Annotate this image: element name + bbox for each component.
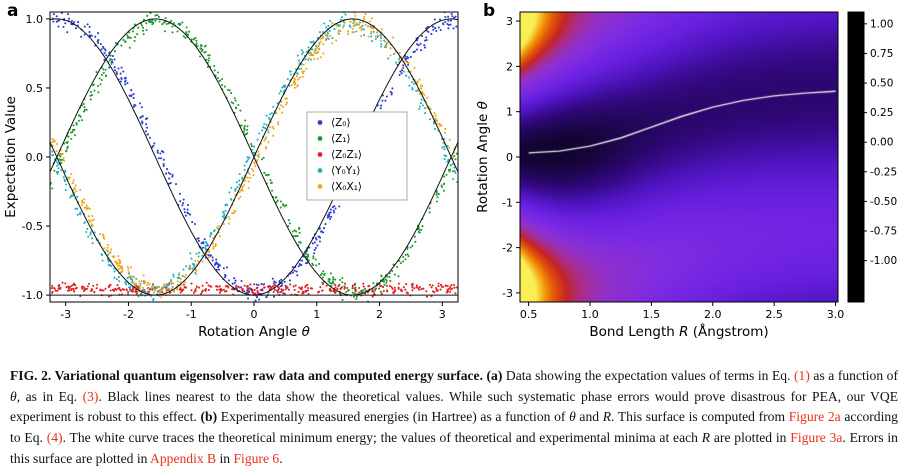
colorbar-tick-label: -0.75 — [870, 225, 897, 237]
legend-label-4: ⟨X₀X₁⟩ — [331, 181, 362, 193]
caption-text: in — [216, 450, 234, 466]
caption-text: Experimentally measured energies (in Har… — [217, 409, 570, 425]
caption-text: . The white curve traces the theoretical… — [62, 429, 702, 445]
panel-a-xtick-label: 2 — [376, 308, 383, 321]
panel-a-legend: ⟨Z₀⟩ ⟨Z₁⟩ ⟨Z₀Z₁⟩ ⟨Y₀Y₁⟩ ⟨X₀X₁⟩ — [306, 111, 408, 201]
panel-b-yaxis-title: Rotation Angle θ — [475, 101, 491, 213]
caption-text: . This surface is computed from — [611, 409, 789, 425]
link-eq-4[interactable]: (4) — [46, 429, 63, 445]
panel-b-ytick-label: 1 — [506, 106, 513, 119]
panel-a-xtick-label: -2 — [123, 308, 134, 321]
legend-label-1: ⟨Z₁⟩ — [331, 133, 351, 145]
colorbar-tick-label: 0.50 — [870, 78, 893, 90]
legend-label-0: ⟨Z₀⟩ — [331, 117, 351, 129]
link-eq-1[interactable]: (1) — [794, 368, 810, 383]
panel-b-frame — [519, 11, 839, 303]
panel-a-xaxis-title: Rotation Angle θ — [198, 324, 310, 340]
plots-svg: -3 -2 -1 0 1 2 3 -1.0 -0.5 0.0 0.5 1.0 Rotation Angl… — [3, 11, 897, 340]
link-appendix-b[interactable]: Appendix B — [150, 450, 217, 466]
caption-text: R — [701, 429, 711, 445]
panel-b-xtick-label: 3.0 — [827, 308, 845, 321]
colorbar-tick-label: 1.00 — [870, 18, 893, 30]
caption-text: . Black lines nearest to the data show t… — [10, 388, 898, 425]
panel-b-xtick-label: 1.5 — [643, 308, 661, 321]
caption-text: θ — [569, 409, 576, 425]
caption-text: , as in Eq. — [16, 388, 83, 404]
legend-marker-1 — [317, 136, 323, 141]
panel-a-xtick-label: 0 — [251, 308, 258, 321]
panel-a-ytick-label: -0.5 — [22, 220, 43, 233]
panel-a-data-group — [50, 12, 458, 302]
panel-b-label: b — [483, 1, 496, 21]
caption-text: as a function of — [809, 368, 898, 383]
legend-label-2: ⟨Z₀Z₁⟩ — [331, 149, 362, 161]
panel-b-ytick-label: 2 — [506, 60, 513, 73]
colorbar-tick-label: 0.00 — [870, 137, 893, 149]
caption-text: according to Eq. — [10, 409, 898, 445]
caption-text: . Errors in this surface are plotted in — [10, 429, 898, 466]
colorbar-tick-label: 0.25 — [870, 107, 893, 119]
caption-text: R — [602, 409, 612, 425]
panel-b-xtick-label: 1.0 — [581, 308, 599, 321]
panel-b-xaxis-title: Bond Length R (Ångstrom) — [589, 323, 768, 340]
link-figure-2a[interactable]: Figure 2a — [788, 409, 841, 425]
legend-marker-2 — [317, 152, 323, 157]
legend-marker-3 — [317, 168, 323, 173]
panel-b-xtick-label: 2.0 — [704, 308, 722, 321]
panel-b-ytick-label: -1 — [502, 196, 513, 209]
panel-a-xtick-label: -1 — [186, 308, 197, 321]
caption-text: . — [279, 450, 283, 466]
panel-a-yaxis-title: Expectation Value — [3, 96, 19, 218]
legend-marker-4 — [317, 184, 323, 189]
caption-text: FIG. 2. Variational quantum eigensolver:… — [10, 368, 487, 383]
colorbar-tick-label: 0.75 — [870, 48, 893, 60]
colorbar-frame — [847, 11, 865, 303]
legend-label-3: ⟨Y₀Y₁⟩ — [331, 165, 360, 177]
panel-a-xtick-label: 3 — [439, 308, 446, 321]
legend-marker-0 — [317, 120, 323, 125]
panel-b-ytick-label: 0 — [506, 151, 513, 164]
colorbar-tick-label: -0.25 — [870, 166, 897, 178]
caption-text: θ — [10, 388, 17, 404]
panel-a-ytick-label: 0.5 — [26, 82, 44, 95]
panel-a-ytick-label: 1.0 — [26, 13, 44, 26]
colorbar-tick-label: -0.50 — [870, 196, 897, 208]
panel-a-xtick-label: -3 — [60, 308, 71, 321]
legend-box — [306, 111, 408, 201]
panel-a-xtick-label: 1 — [313, 308, 320, 321]
panel-b-xtick-label: 0.5 — [520, 308, 538, 321]
panel-b-xtick-label: 2.5 — [765, 308, 783, 321]
panel-a-ytick-label: -1.0 — [22, 289, 43, 302]
caption-text: and — [575, 409, 603, 425]
caption-text: are plotted in — [710, 429, 791, 445]
theory-curve-2 — [50, 18, 458, 296]
colorbar — [848, 12, 864, 302]
energy-surface-heatmap — [520, 12, 838, 302]
link-eq-3[interactable]: (3) — [82, 388, 99, 404]
figure-2: -3 -2 -1 0 1 2 3 -1.0 -0.5 0.0 0.5 1.0 Rotation Angl… — [3, 1, 897, 340]
caption-text: Data showing the expectation values of t… — [502, 368, 795, 383]
figure-caption: FIG. 2. Variational quantum eigensolver:… — [10, 366, 898, 469]
panel-a-label: a — [7, 1, 19, 21]
panel-b-ytick-label: -3 — [502, 287, 513, 300]
panel-a-ytick-label: 0.0 — [26, 151, 44, 164]
link-figure-6[interactable]: Figure 6 — [233, 450, 280, 466]
panel-b-ytick-label: 3 — [506, 15, 513, 28]
caption-text: (a) — [486, 368, 503, 383]
link-figure-3a[interactable]: Figure 3a — [790, 429, 843, 445]
caption-text: (b) — [200, 409, 218, 425]
panel-b-ytick-label: -2 — [502, 242, 513, 255]
colorbar-tick-label: -1.00 — [870, 255, 897, 267]
